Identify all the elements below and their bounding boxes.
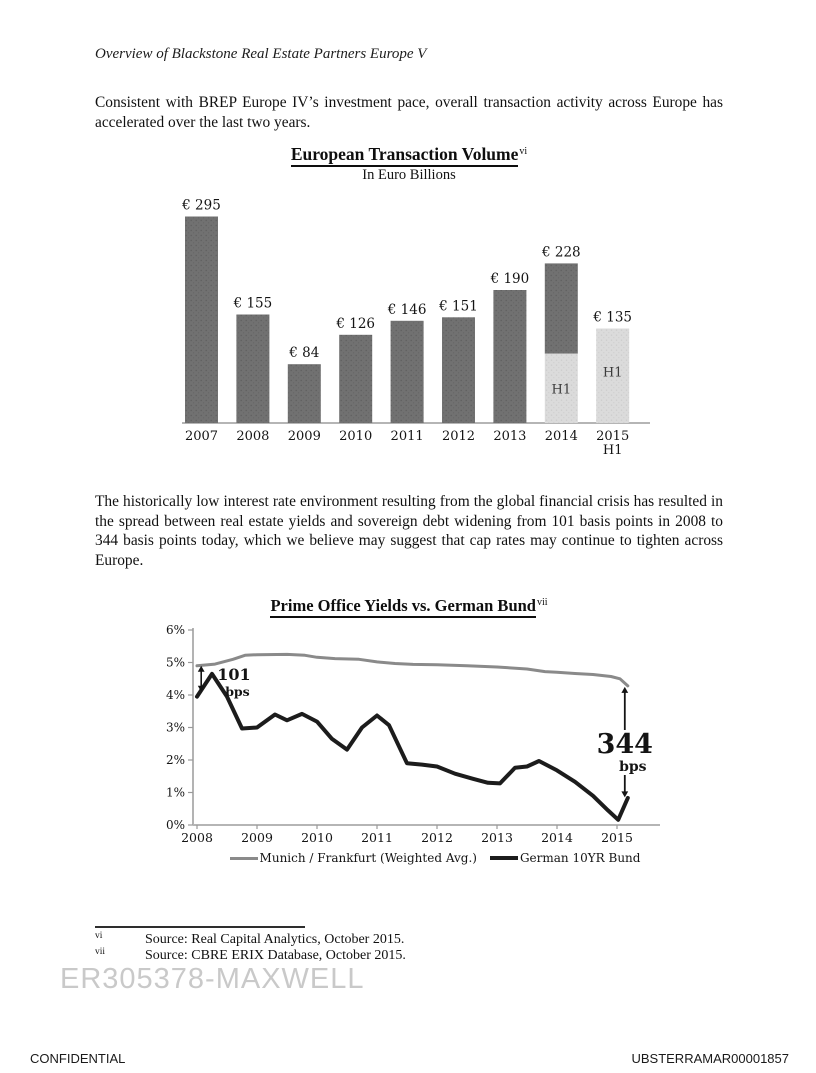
annotation-101: 101 [217,665,250,684]
bar-2015 [596,328,630,423]
y-tick-label: 0% [166,818,185,832]
line-chart-legend: Munich / Frankfurt (Weighted Avg.) German… [155,851,715,865]
x-tick-label: 2014 [541,830,573,845]
bar-category-label: 2010 [339,429,372,444]
bar-category-label: 2013 [493,429,526,444]
bar-2007 [185,216,218,423]
bar-2009 [287,364,321,423]
legend-item-1: German 10YR Bund [489,851,641,865]
bar-category-label: 2012 [442,429,475,444]
bar-2012 [442,317,475,423]
bar-value-label: € 151 [438,298,478,314]
bar-chart-title: European Transaction Volumevi [95,144,723,167]
footnote-vi: vi Source: Real Capital Analytics, Octobe… [95,931,615,948]
legend-line-sample [489,856,518,860]
bar-2011 [390,320,424,423]
x-tick-label: 2013 [481,830,513,845]
x-tick-label: 2015 [601,830,633,845]
document-header: Overview of Blackstone Real Estate Partn… [95,46,427,62]
bar-category-label: 2007 [185,429,218,444]
bar-category-sublabel: H1 [603,443,623,458]
bar-2014-h1-label: H1 [551,382,571,397]
page-footer: CONFIDENTIAL UBSTERRAMAR00001857 [30,1051,789,1066]
legend-line-sample [229,856,258,860]
line-chart-svg: 0% 1% 2% 3% 4% 5% 6% 2008 2009 2010 2011 2012 2013 20… [166,623,660,845]
x-tick-label: 2009 [241,830,273,845]
line-chart-title-text: Prime Office Yields vs. German Bund [270,596,536,618]
bar-value-label: € 155 [233,296,273,312]
bar-value-label: € 135 [592,310,632,326]
annotation-344-unit: bps [619,759,647,775]
x-tick-label: 2011 [361,830,393,845]
footnote-vii: vii Source: CBRE ERIX Database, October 2… [95,947,615,964]
annotation-344: 344 [597,729,653,760]
y-tick-label: 1% [166,786,185,800]
bar-category-label: 2008 [236,429,269,444]
series-line-1 [195,671,630,822]
y-tick-label: 4% [166,688,185,702]
footer-confidential-label: CONFIDENTIAL [30,1051,126,1066]
line-chart-title: Prime Office Yields vs. German Bundvii [95,596,723,618]
x-tick-label: 2010 [301,830,333,845]
footnote-vii-marker: vii [95,947,106,957]
bar-2013 [493,290,527,423]
annotation-101-unit: bps [225,684,250,699]
bar-value-label: € 228 [541,244,581,260]
x-tick-label: 2012 [421,830,453,845]
footnote-divider [95,926,305,928]
bar-category-label: 2014 [545,429,578,444]
legend-item-0: Munich / Frankfurt (Weighted Avg.) [229,851,477,865]
bar-2008 [236,314,270,423]
bar-2015-h1-label: H1 [603,366,623,381]
bar-category-label: 2015 [596,429,629,444]
footnote-vi-marker: vi [95,931,103,941]
bar-category-label: 2009 [288,429,321,444]
footnote-vi-text: Source: Real Capital Analytics, October … [145,932,405,947]
bar-2014-h1 [544,353,578,423]
bar-value-label: € 84 [288,345,319,361]
series-line-0 [195,652,630,688]
watermark: ER305378-MAXWELL [60,963,365,995]
bar-chart-title-text: European Transaction Volume [290,144,519,167]
bar-value-label: € 295 [181,198,221,214]
footnote-vii-text: Source: CBRE ERIX Database, October 2015… [145,948,406,963]
legend-label: Munich / Frankfurt (Weighted Avg.) [259,851,477,865]
bar-chart-subtitle: In Euro Billions [362,167,456,183]
paragraph-intro: Consistent with BREP Europe IV’s investm… [95,94,723,131]
bar-category-label: 2011 [391,429,424,444]
legend-label: German 10YR Bund [519,851,641,865]
bar-2010 [339,334,373,423]
bar-value-label: € 190 [490,271,530,287]
y-tick-label: 5% [166,656,185,670]
line-chart-footnote-ref: vii [536,597,548,608]
x-tick-label: 2008 [181,830,213,845]
y-tick-label: 3% [166,721,185,735]
bar-chart-svg: € 295 2007 € 155 2008 € 84 2009 € 126 2010 € 146… [181,198,650,458]
y-tick-label: 6% [166,623,185,637]
bar-value-label: € 126 [335,316,375,332]
paragraph-yields: The historically low interest rate envir… [95,493,723,569]
bar-2014-h2 [544,263,578,354]
bar-chart-footnote-ref: vi [519,146,528,157]
y-tick-label: 2% [166,753,185,767]
footer-bates-number: UBSTERRAMAR00001857 [631,1051,789,1066]
bar-value-label: € 146 [387,302,427,318]
